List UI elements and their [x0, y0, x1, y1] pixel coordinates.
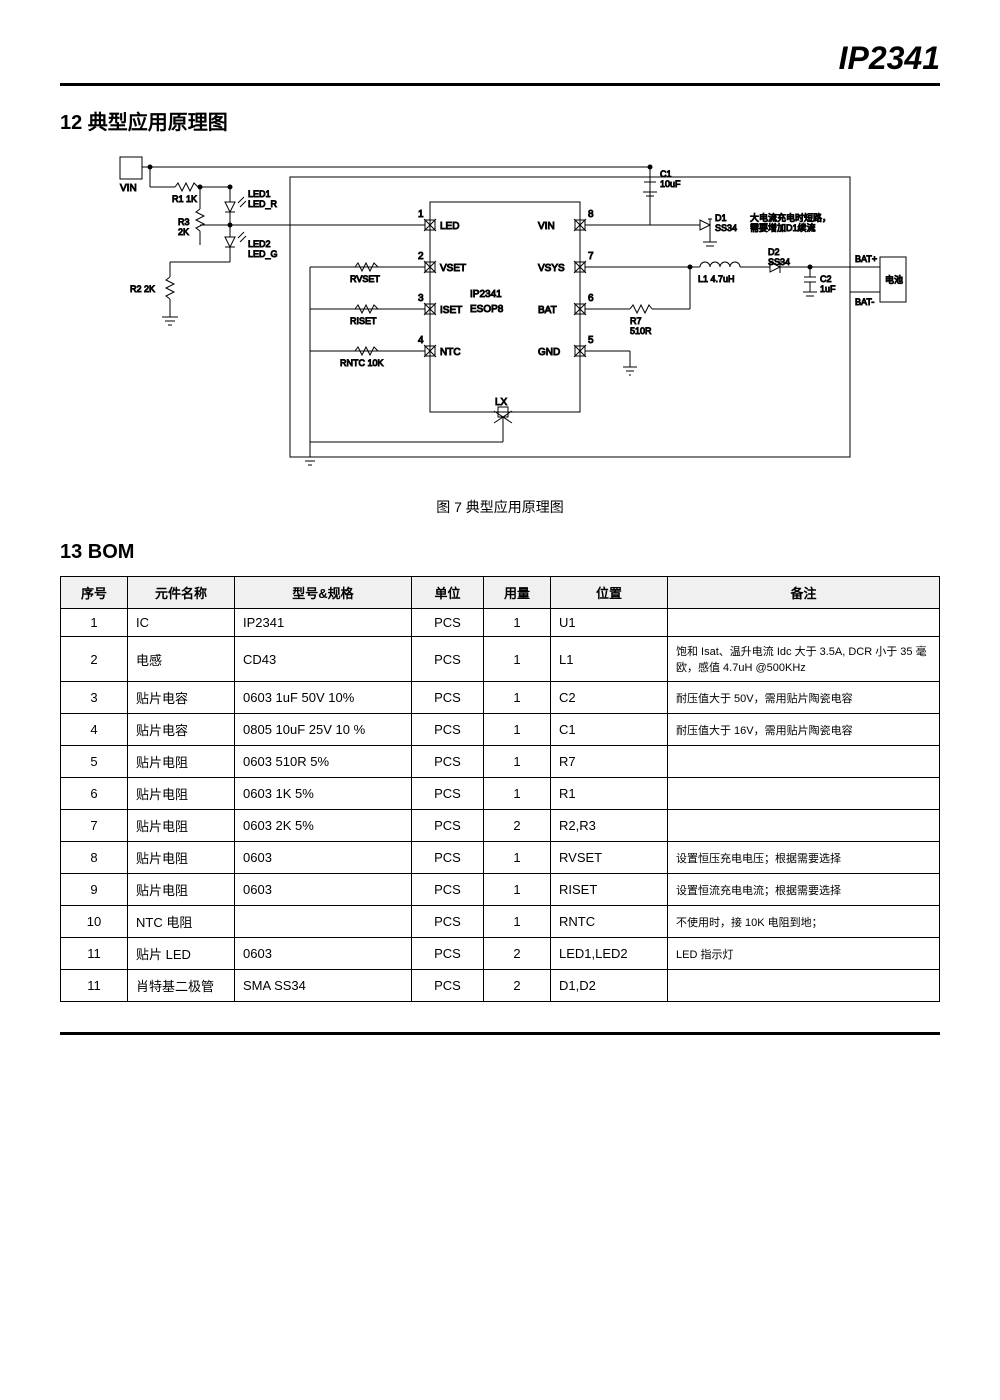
svg-text:R1 1K: R1 1K [172, 194, 197, 204]
svg-text:LED1LED_R: LED1LED_R [248, 189, 278, 209]
svg-text:3: 3 [418, 293, 424, 304]
svg-text:BAT+: BAT+ [855, 254, 877, 264]
bom-header: 单位 [412, 577, 484, 609]
svg-text:VIN: VIN [538, 221, 555, 232]
svg-text:LED2LED_G: LED2LED_G [248, 239, 278, 259]
svg-text:GND: GND [538, 347, 560, 358]
svg-text:LX: LX [495, 397, 508, 408]
svg-text:D2SS34: D2SS34 [768, 247, 790, 267]
table-row: 5贴片电阻0603 510R 5%PCS1R7 [61, 746, 940, 778]
footer-rule [60, 1032, 940, 1035]
svg-text:1: 1 [418, 209, 424, 220]
table-row: 6贴片电阻0603 1K 5%PCS1R1 [61, 778, 940, 810]
svg-text:C21uF: C21uF [820, 274, 836, 294]
bom-header: 备注 [668, 577, 940, 609]
svg-text:L1 4.7uH: L1 4.7uH [698, 274, 735, 284]
svg-text:LED: LED [440, 221, 459, 232]
schematic-diagram: VIN IP2341 ESOP8 1 LED 2 VSET 3 ISET 4 NTC 8 VIN… [90, 147, 910, 467]
svg-text:C110uF: C110uF [660, 169, 681, 189]
bom-table: 序号元件名称型号&规格单位用量位置备注 1ICIP2341PCS1U12电感CD… [60, 576, 940, 1002]
chip-label2: ESOP8 [470, 304, 504, 315]
svg-text:VSYS: VSYS [538, 263, 565, 274]
table-row: 4贴片电容0805 10uF 25V 10 %PCS1C1耐压值大于 16V，需… [61, 714, 940, 746]
chip-label1: IP2341 [470, 289, 502, 300]
figure-caption: 图 7 典型应用原理图 [60, 497, 940, 517]
svg-text:RVSET: RVSET [350, 274, 380, 284]
bom-header: 型号&规格 [235, 577, 412, 609]
svg-text:VSET: VSET [440, 263, 466, 274]
table-row: 11肖特基二极管SMA SS34PCS2D1,D2 [61, 970, 940, 1002]
svg-text:5: 5 [588, 335, 594, 346]
svg-text:NTC: NTC [440, 347, 461, 358]
svg-text:2: 2 [418, 251, 424, 262]
svg-text:大电流充电时短路，需要增加D1续流: 大电流充电时短路，需要增加D1续流 [750, 212, 831, 233]
page-title: IP2341 [60, 40, 940, 86]
svg-text:6: 6 [588, 293, 594, 304]
table-row: 3贴片电容0603 1uF 50V 10%PCS1C2耐压值大于 50V，需用贴… [61, 682, 940, 714]
table-row: 7贴片电阻0603 2K 5%PCS2R2,R3 [61, 810, 940, 842]
table-row: 2电感CD43PCS1L1饱和 Isat、温升电流 Idc 大于 3.5A, D… [61, 637, 940, 682]
svg-text:7: 7 [588, 251, 594, 262]
svg-text:电池: 电池 [885, 274, 903, 285]
section-12-title: 12 典型应用原理图 [60, 106, 940, 135]
table-row: 1ICIP2341PCS1U1 [61, 609, 940, 637]
table-row: 11贴片 LED0603PCS2LED1,LED2LED 指示灯 [61, 938, 940, 970]
table-row: 9贴片电阻0603PCS1RISET设置恒流充电电流；根据需要选择 [61, 874, 940, 906]
bom-header: 元件名称 [128, 577, 235, 609]
svg-text:8: 8 [588, 209, 594, 220]
svg-text:D1SS34: D1SS34 [715, 213, 737, 233]
table-row: 10NTC 电阻PCS1RNTC不使用时，接 10K 电阻到地； [61, 906, 940, 938]
svg-text:R7510R: R7510R [630, 316, 652, 336]
bom-header: 序号 [61, 577, 128, 609]
svg-text:RISET: RISET [350, 316, 377, 326]
svg-text:BAT: BAT [538, 305, 557, 316]
bom-header: 位置 [551, 577, 668, 609]
svg-text:BAT-: BAT- [855, 297, 874, 307]
svg-text:R2 2K: R2 2K [130, 284, 155, 294]
section-13-title: 13 BOM [60, 541, 940, 564]
svg-text:ISET: ISET [440, 305, 462, 316]
svg-text:RNTC 10K: RNTC 10K [340, 358, 384, 368]
svg-text:4: 4 [418, 335, 424, 346]
bom-header: 用量 [484, 577, 551, 609]
table-row: 8贴片电阻0603PCS1RVSET设置恒压充电电压；根据需要选择 [61, 842, 940, 874]
vin-label: VIN [120, 183, 137, 194]
svg-text:R32K: R32K [178, 217, 190, 237]
